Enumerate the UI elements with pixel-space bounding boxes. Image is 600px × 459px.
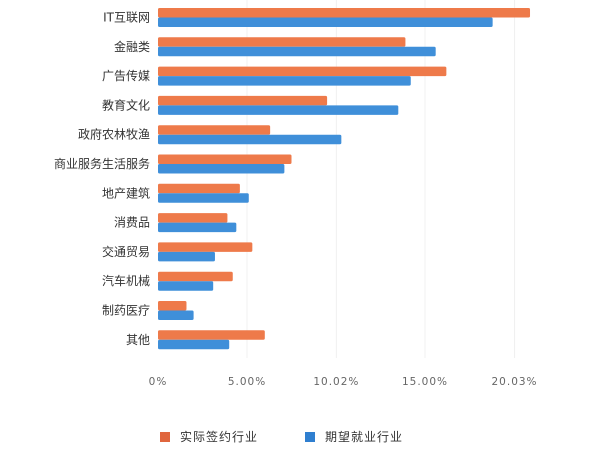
category-label: 消费品	[114, 216, 150, 230]
legend-swatch-expected	[305, 431, 315, 442]
bar-expected	[158, 193, 249, 203]
category-label: 汽车机械	[102, 273, 150, 288]
bar-expected	[158, 105, 399, 115]
bar-expected	[158, 251, 215, 262]
category-label: 地产建筑	[102, 185, 150, 200]
x-tick-label: 5.00%	[228, 376, 266, 388]
category-label: 广告传媒	[102, 68, 150, 83]
bar-actual	[158, 213, 228, 223]
legend-label-actual: 实际签约行业	[180, 430, 259, 444]
x-tick-label: 0%	[149, 376, 168, 388]
bar-actual	[158, 8, 531, 18]
bar-actual	[158, 95, 328, 106]
bar-expected	[158, 281, 214, 291]
category-label: 交通贸易	[102, 244, 150, 259]
bar-expected	[158, 164, 285, 174]
bar-expected	[158, 76, 411, 86]
legend-label-expected: 期望就业行业	[325, 430, 404, 444]
bar-actual	[158, 330, 265, 340]
x-tick-label: 20.03%	[492, 376, 538, 388]
bar-actual	[158, 242, 253, 252]
legend-item-expected: 期望就业行业	[305, 428, 403, 445]
bar-actual	[158, 125, 271, 135]
bar-expected	[158, 222, 237, 233]
category-label: 金融类	[114, 39, 150, 54]
bar-expected	[158, 46, 436, 57]
category-label: 制药医疗	[102, 304, 150, 318]
x-tick-label: 15.00%	[402, 376, 448, 388]
legend-swatch-actual	[160, 431, 170, 442]
bar-actual	[158, 183, 240, 194]
category-label: 商业服务生活服务	[54, 156, 150, 171]
bar-actual	[158, 301, 187, 311]
bar-actual	[158, 154, 292, 164]
bar-actual	[158, 37, 406, 47]
category-label: 其他	[126, 333, 150, 347]
bar-actual	[158, 271, 233, 282]
legend-item-actual: 实际签约行业	[160, 428, 258, 445]
bar-actual	[158, 66, 447, 77]
bar-expected	[158, 134, 342, 145]
bar-expected	[158, 339, 230, 350]
category-label: 教育文化	[102, 97, 150, 112]
bar-expected	[158, 310, 194, 320]
category-label: 政府农林牧渔	[78, 127, 150, 142]
category-label: IT互联网	[103, 11, 150, 25]
bar-expected	[158, 17, 493, 27]
x-tick-label: 10.02%	[313, 376, 359, 388]
